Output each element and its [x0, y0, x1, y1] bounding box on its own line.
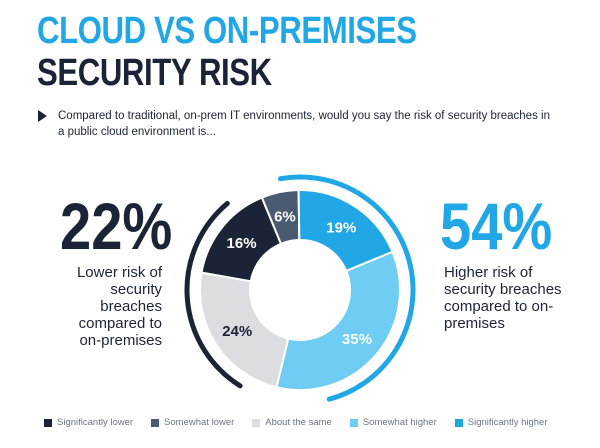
legend-item: Somewhat higher — [349, 417, 437, 428]
legend-item: Somewhat lower — [151, 417, 234, 428]
legend-swatch — [252, 418, 261, 427]
legend-item: About the same — [252, 417, 332, 428]
lower-risk-arc — [184, 200, 243, 389]
legend-label: Somewhat higher — [362, 417, 437, 428]
donut-label-about-the-same: 24% — [222, 323, 252, 340]
legend-item: Significantly lower — [44, 417, 133, 428]
legend-swatch — [454, 418, 463, 427]
donut-slice-somewhat-higher — [275, 250, 401, 391]
donut-slice-about-the-same — [199, 271, 290, 389]
play-arrow-icon — [38, 110, 47, 122]
lower-risk-percent: 22% — [60, 189, 173, 263]
legend-label: Significantly higher — [467, 417, 548, 428]
higher-risk-percent: 54% — [440, 189, 553, 263]
lower-risk-description: Lower risk of security breaches compared… — [76, 264, 162, 349]
survey-question: Compared to traditional, on-prem IT envi… — [58, 110, 550, 138]
donut-label-significantly-higher: 19% — [326, 219, 356, 236]
legend-label: Somewhat lower — [164, 417, 235, 428]
legend-label: Significantly lower — [57, 417, 134, 428]
title-line-2: SECURITY RISK — [37, 52, 272, 94]
higher-risk-arc — [277, 174, 416, 402]
legend-swatch — [44, 418, 52, 427]
donut-label-significantly-lower: 16% — [227, 235, 257, 252]
legend-swatch — [151, 418, 160, 427]
legend-item: Significantly higher — [454, 417, 548, 428]
donut-label-somewhat-lower: 6% — [274, 209, 296, 226]
title-line-1: CLOUD VS ON-PREMISES — [37, 10, 417, 52]
chart-legend: Significantly lower Somewhat lower About t… — [44, 417, 566, 428]
donut-label-somewhat-higher: 35% — [342, 331, 372, 348]
legend-swatch — [349, 418, 358, 427]
legend-label: About the same — [265, 417, 332, 428]
higher-risk-description: Higher risk of security breaches compare… — [444, 264, 562, 332]
